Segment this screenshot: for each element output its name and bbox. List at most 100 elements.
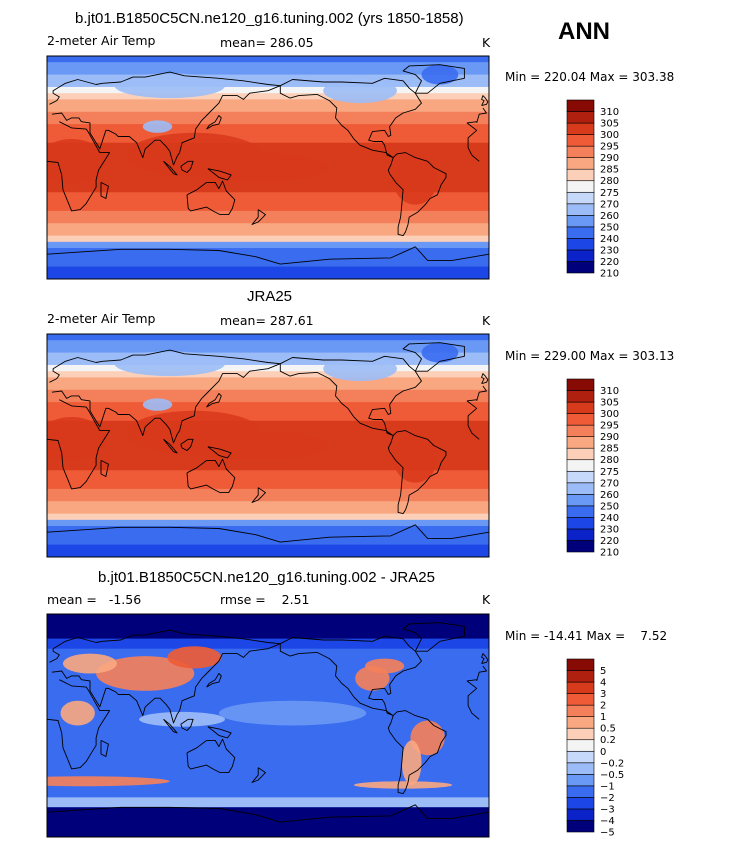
cold-region	[114, 351, 226, 377]
colorbar-cell	[566, 540, 595, 553]
temperature-band	[47, 383, 489, 391]
colorbar-cell	[566, 739, 595, 752]
map-frame	[46, 333, 490, 558]
colorbar-tick-label: 240	[600, 513, 619, 524]
colorbar-cell	[566, 203, 595, 216]
warm-region	[47, 139, 106, 184]
coastline-namerica	[279, 635, 422, 717]
colorbar-1: 3103053002952902852802752702602502402302…	[566, 99, 619, 280]
colorbar-tick-label: 305	[600, 119, 619, 130]
colorbar-tick-label: 260	[600, 490, 619, 501]
colorbar-cell	[566, 134, 595, 147]
temperature-band	[47, 377, 489, 385]
colorbar-cell	[566, 261, 595, 274]
temperature-band	[47, 346, 489, 354]
colorbar-cell	[566, 401, 595, 414]
coastline-sumatra	[163, 438, 178, 454]
colorbar-tick-label: 310	[600, 386, 619, 397]
panel2-title: JRA25	[247, 288, 293, 305]
coastline-greenland	[402, 64, 465, 94]
cold-region	[142, 398, 173, 411]
colorbar-cell	[566, 249, 595, 262]
colorbar-cell	[566, 658, 595, 671]
colorbar-cell	[566, 157, 595, 170]
temperature-band	[47, 457, 489, 465]
colorbar-tick-label: 0.5	[600, 724, 616, 735]
map-frame	[46, 55, 490, 280]
coastline-australia	[186, 180, 236, 216]
coastline-uk	[481, 95, 489, 107]
coastline-samerica	[387, 430, 447, 515]
colorbar-cell	[566, 378, 595, 391]
temperature-band	[47, 420, 489, 428]
coastline-samerica	[387, 152, 447, 237]
colorbar-cell	[566, 727, 595, 741]
difference-band	[47, 638, 489, 649]
temperature-band	[47, 142, 489, 150]
colorbar-tick-label: −3	[600, 804, 615, 815]
difference-band	[47, 614, 489, 639]
temperature-band	[47, 426, 489, 434]
temperature-band	[47, 241, 489, 249]
temperature-band	[47, 538, 489, 546]
temperature-band	[47, 93, 489, 100]
temperature-band	[47, 198, 489, 206]
coastline-africa	[47, 121, 480, 212]
temperature-band	[47, 526, 489, 533]
temperature-band	[47, 501, 489, 508]
temperature-band	[47, 223, 489, 230]
colorbar-cell	[566, 670, 595, 683]
colorbar-cell	[566, 774, 595, 787]
colorbar-tick-label: 300	[600, 130, 619, 141]
temperature-band	[47, 389, 489, 397]
panel3-title: b.jt01.B1850C5CN.ne120_g16.tuning.002 - …	[98, 569, 435, 586]
cold-region	[323, 356, 397, 382]
colorbar-cell	[566, 750, 595, 764]
colorbar-tick-label: 300	[600, 409, 619, 420]
panel2-mean-label: mean= 287.61	[220, 313, 314, 328]
warm-region	[182, 430, 330, 461]
colorbar-tick-label: 270	[600, 199, 619, 210]
coastline-newguinea	[207, 726, 232, 739]
map-frame	[46, 613, 490, 838]
colorbar-cell	[566, 704, 595, 717]
colorbar-tick-label: −1	[600, 781, 615, 792]
colorbar-cell	[566, 470, 595, 484]
colorbar-tick-label: 4	[600, 678, 606, 689]
colorbar-tick-label: 250	[600, 222, 619, 233]
colorbar-tick-label: 230	[600, 245, 619, 256]
coastline-namerica	[279, 355, 422, 437]
temperature-band	[47, 470, 489, 477]
difference-region	[47, 776, 170, 787]
temperature-band	[47, 68, 489, 76]
coastline-samerica	[387, 710, 447, 795]
temperature-band	[47, 248, 489, 255]
temperature-band	[47, 179, 489, 187]
difference-region	[353, 781, 453, 789]
temperature-band	[47, 513, 489, 521]
colorbar-cell	[566, 505, 595, 518]
colorbar-cell	[566, 99, 595, 112]
colorbar-tick-label: 240	[600, 234, 619, 245]
colorbar-tick-label: 275	[600, 188, 619, 199]
difference-band	[47, 797, 489, 808]
temperature-band	[47, 148, 489, 156]
season-label: ANN	[558, 18, 610, 45]
coastline-australia	[186, 458, 236, 494]
coastline-australia	[186, 738, 236, 774]
temperature-band	[47, 532, 489, 539]
coastline-newguinea	[207, 168, 232, 181]
difference-region	[96, 656, 195, 691]
difference-region	[410, 720, 445, 756]
colorbar-tick-label: 285	[600, 444, 619, 455]
temperature-band	[47, 352, 489, 360]
colorbar-tick-label: 220	[600, 536, 619, 547]
panel2-variable-label: 2-meter Air Temp	[47, 311, 156, 326]
temperature-band	[47, 105, 489, 113]
coastline-eurasia	[49, 71, 487, 166]
temperature-band	[47, 340, 489, 347]
colorbar-cell	[566, 482, 595, 495]
coastline-japan	[206, 673, 222, 688]
colorbar-tick-label: 305	[600, 398, 619, 409]
